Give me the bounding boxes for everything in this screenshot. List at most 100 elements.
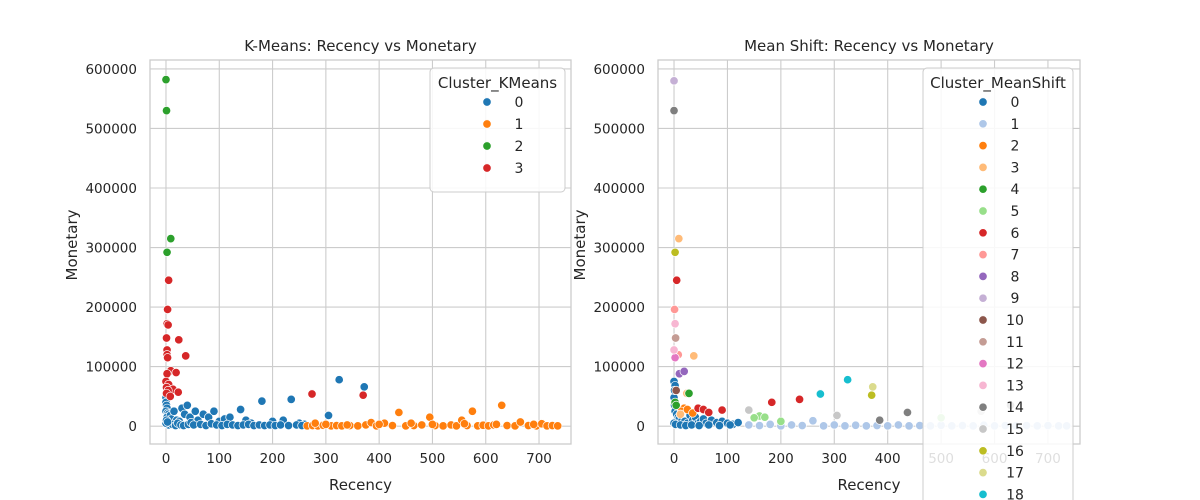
y-tick-label: 500000 [593,121,645,137]
plot-frame-meanshift [657,59,1081,445]
data-point-cluster-1 [786,420,797,430]
data-point-cluster-1 [387,420,398,431]
legend-marker [978,489,988,499]
data-point-cluster-10 [671,385,681,395]
legend-label: 8 [1011,269,1020,285]
data-point-cluster-1 [904,421,914,431]
data-point-cluster-0 [169,406,179,416]
data-point-cluster-15 [744,405,754,415]
x-tick-label: 0 [670,451,679,467]
data-point-cluster-16 [670,247,680,257]
legend-label: 2 [1011,139,1020,155]
legend-label: 0 [515,95,524,111]
data-point-cluster-12 [670,353,680,363]
data-point-cluster-3 [161,333,172,343]
legend-marker [978,468,988,478]
y-tick-label: 400000 [85,181,137,197]
data-point-cluster-13 [669,345,679,355]
x-tick-label: 300 [313,451,339,467]
data-point-cluster-18 [843,375,853,385]
y-tick-label: 100000 [85,360,137,376]
legend-kmeans: Cluster_KMeans 0 1 2 3 [429,67,566,193]
legend-label: 1 [515,117,524,133]
data-point-cluster-1 [840,421,850,431]
x-tick-label: 200 [768,451,794,467]
x-tick-label: 600 [473,451,499,467]
legend-marker [978,424,988,434]
data-point-cluster-1 [819,421,829,431]
data-point-cluster-3 [181,351,191,361]
legend-marker [482,119,492,129]
data-point-cluster-6 [717,405,727,415]
legend-marker [978,162,988,172]
x-tick-label: 400 [366,451,392,467]
legend-box [429,67,566,193]
x-tick-label: 400 [875,451,901,467]
data-point-cluster-8 [679,366,689,376]
legend-marker [978,184,988,194]
x-tick-label: 500 [420,451,446,467]
kmeans-scatter-chart: K-Means: Recency vs Monetary Recency Mon… [63,37,572,494]
data-point-cluster-1 [374,419,384,429]
data-point-cluster-1 [467,406,477,416]
legend-label: 6 [1011,226,1020,242]
y-axis-label-kmeans: Monetary [63,209,81,280]
data-point-cluster-5 [760,412,770,422]
data-point-cluster-5 [749,413,759,423]
data-point-cluster-1 [515,417,525,427]
legend-label: 15 [1006,422,1024,438]
data-point-cluster-1 [406,418,416,428]
data-point-cluster-3 [165,391,175,401]
legend-label: 16 [1006,444,1024,460]
y-tick-label: 0 [128,419,137,435]
data-point-cluster-0 [733,418,743,428]
legend-marker [978,119,988,129]
data-point-cluster-0 [704,420,714,430]
data-point-cluster-6 [767,397,777,407]
data-point-cluster-1 [417,420,427,430]
legend-label: 3 [515,161,524,177]
data-point-cluster-11 [671,333,681,343]
y-tick-label: 200000 [85,300,137,316]
data-point-cluster-3 [171,368,181,378]
chart-title-kmeans: K-Means: Recency vs Monetary [244,37,477,55]
x-tick-label: 300 [821,451,847,467]
legend-marker [978,228,988,238]
meanshift-scatter-chart: Mean Shift: Recency vs Monetary Recency … [571,37,1081,500]
legend-label: 17 [1006,466,1024,482]
data-point-cluster-0 [334,375,344,385]
data-point-cluster-6 [672,275,682,285]
data-point-cluster-1 [342,420,352,430]
legend-label: 5 [1011,204,1020,220]
y-tick-label: 500000 [85,121,137,137]
data-point-cluster-3 [162,369,172,379]
legend-marker [482,97,492,107]
legend-marker [978,402,988,412]
data-point-cluster-2 [161,106,172,116]
data-point-cluster-1 [529,419,539,429]
x-axis-label-kmeans: Recency [329,476,392,494]
legend-marker [482,141,492,151]
data-point-cluster-1 [754,420,765,431]
x-axis-label-meanshift: Recency [837,476,900,494]
data-point-cluster-1 [394,407,404,417]
data-point-cluster-2 [162,247,172,257]
x-tick-label: 100 [206,451,232,467]
data-point-cluster-0 [284,420,294,431]
data-point-cluster-6 [795,394,805,404]
legend-label: 11 [1006,335,1024,351]
data-point-cluster-1 [491,419,501,429]
data-point-cluster-1 [310,418,320,428]
data-point-cluster-1 [808,416,818,426]
data-point-cluster-0 [359,382,369,392]
data-point-cluster-0 [182,400,192,410]
legend-label: 3 [1011,160,1020,176]
data-point-cluster-0 [694,420,704,431]
legend-label: 12 [1006,357,1024,373]
data-point-cluster-0 [276,420,286,430]
data-point-cluster-1 [851,420,861,430]
data-point-cluster-4 [671,400,681,410]
x-tick-label: 200 [260,451,286,467]
data-point-cluster-15 [832,410,842,420]
y-tick-label: 300000 [85,241,137,257]
